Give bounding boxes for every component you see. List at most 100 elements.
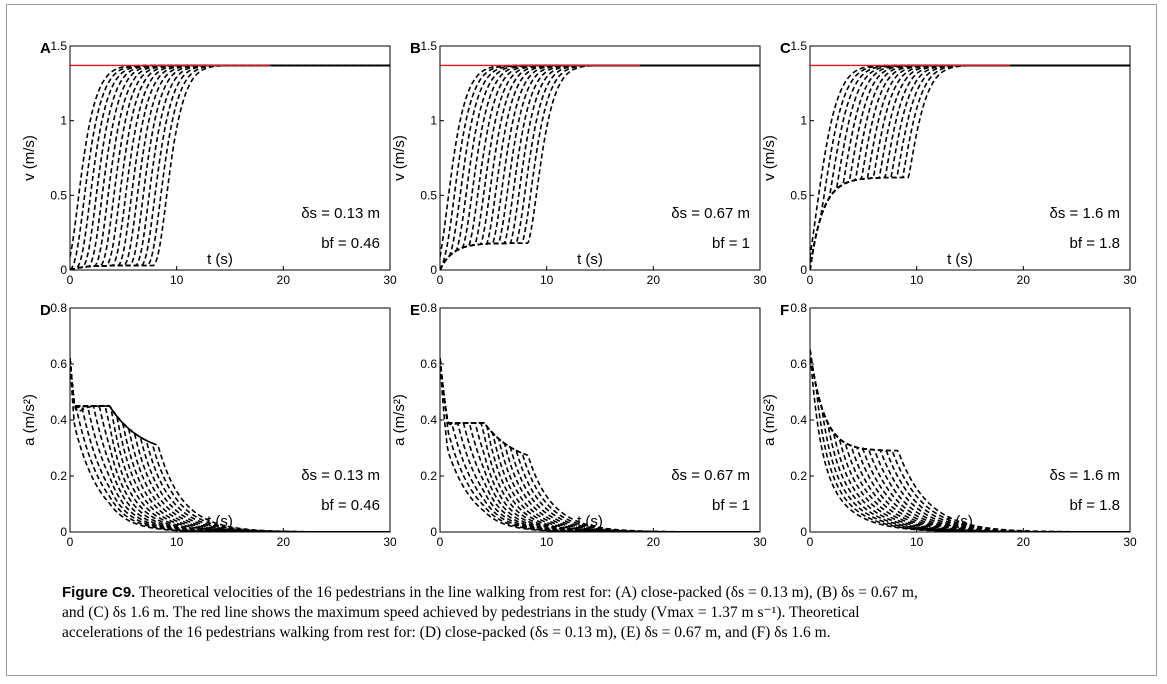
x-tick-label: 30 [383, 535, 397, 549]
axes-box [439, 45, 761, 271]
x-tick-label: 0 [807, 273, 814, 287]
x-tick-label: 0 [67, 273, 74, 287]
y-tick-label: 0.5 [420, 188, 437, 202]
y-axis-label: a (m/s²) [761, 394, 778, 446]
x-tick-label: 20 [277, 535, 291, 549]
panel-letter: E [410, 302, 420, 319]
y-tick-label: 1 [60, 114, 67, 128]
annotation-delta: δs = 0.67 m [671, 467, 750, 484]
y-tick-label: 0 [430, 263, 437, 277]
y-tick-label: 1 [430, 114, 437, 128]
axes-box [69, 45, 391, 271]
annotation-delta: δs = 0.67 m [671, 205, 750, 222]
annotation-b: bf = 1.8 [1070, 497, 1120, 514]
caption-line-3: accelerations of the 16 pedestrians walk… [62, 624, 831, 641]
annotation-delta: δs = 0.13 m [301, 467, 380, 484]
series-line [440, 64, 760, 270]
x-tick-label: 20 [1017, 273, 1031, 287]
annotation-b: bf = 0.46 [321, 235, 380, 252]
y-tick-label: 1.5 [420, 39, 437, 53]
series-group [440, 64, 760, 270]
x-tick-label: 20 [647, 535, 661, 549]
annotation-b: bf = 1 [712, 497, 750, 514]
x-tick-label: 10 [540, 535, 554, 549]
x-axis-label: t (s) [947, 513, 973, 530]
figure-caption: Figure C9. Theoretical velocities of the… [62, 583, 1142, 643]
x-tick-label: 30 [383, 273, 397, 287]
y-tick-label: 0.2 [420, 469, 437, 483]
panel-C: 0 10 20 30 0 0.5 1 1.5Ct (s) v (m/s) δs = 1.6 m bf… [761, 39, 1137, 287]
y-tick-label: 0 [430, 525, 437, 539]
y-axis-label: v (m/s) [761, 135, 778, 181]
annotation-b: bf = 0.46 [321, 497, 380, 514]
y-tick-label: 0.4 [420, 413, 437, 427]
series-line [440, 358, 760, 532]
x-tick-label: 10 [910, 535, 924, 549]
x-axis-label: t (s) [577, 513, 603, 530]
y-tick-label: 0.8 [50, 301, 67, 315]
figure-frame [6, 4, 1157, 676]
x-axis-label: t (s) [577, 251, 603, 268]
y-tick-label: 0.8 [420, 301, 437, 315]
x-tick-label: 10 [540, 273, 554, 287]
y-tick-label: 0.6 [420, 357, 437, 371]
annotation-delta: δs = 0.13 m [301, 205, 380, 222]
x-tick-label: 0 [807, 535, 814, 549]
y-tick-label: 0.6 [790, 357, 807, 371]
x-tick-label: 0 [437, 273, 444, 287]
panel-letter: C [780, 40, 791, 57]
y-axis-label: a (m/s²) [21, 394, 38, 446]
y-tick-label: 0.2 [790, 469, 807, 483]
caption-line-1: Theoretical velocities of the 16 pedestr… [138, 584, 918, 601]
x-tick-label: 30 [1123, 535, 1137, 549]
x-tick-label: 30 [753, 535, 767, 549]
annotation-delta: δs = 1.6 m [1050, 205, 1120, 222]
y-axis-label: a (m/s²) [391, 394, 408, 446]
axes-box [809, 45, 1131, 271]
caption-line-2: and (C) δs 1.6 m. The red line shows the… [62, 604, 860, 621]
x-tick-label: 30 [1123, 273, 1137, 287]
y-tick-label: 0 [60, 263, 67, 277]
y-tick-label: 0.4 [50, 413, 67, 427]
y-tick-label: 0 [800, 263, 807, 277]
y-tick-label: 0 [800, 525, 807, 539]
y-tick-label: 0.8 [790, 301, 807, 315]
series-group [70, 64, 390, 270]
panel-E: 0 10 20 30 0 0.2 0.4 0.6 0.8Et (s) a (m/s²) δs = 0… [391, 301, 767, 549]
caption-label: Figure C9. [62, 584, 136, 601]
y-tick-label: 0.5 [50, 188, 67, 202]
annotation-delta: δs = 1.6 m [1050, 467, 1120, 484]
y-tick-label: 0 [60, 525, 67, 539]
panel-D: 0 10 20 30 0 0.2 0.4 0.6 0.8Dt (s) a (m/s²) δs = 0… [21, 301, 397, 549]
y-axis-label: v (m/s) [21, 135, 38, 181]
x-tick-label: 0 [437, 535, 444, 549]
y-tick-label: 0.5 [790, 188, 807, 202]
y-tick-label: 1.5 [50, 39, 67, 53]
y-axis-label: v (m/s) [391, 135, 408, 181]
y-tick-label: 1.5 [790, 39, 807, 53]
series-line [810, 64, 1130, 259]
panel-letter: A [40, 40, 51, 57]
x-tick-label: 10 [170, 535, 184, 549]
x-tick-label: 10 [170, 273, 184, 287]
annotation-b: bf = 1 [712, 235, 750, 252]
panel-A: 0 10 20 30 0 0.5 1 1.5At (s) v (m/s) δs = 0.13 m b… [21, 39, 397, 287]
x-tick-label: 20 [1017, 535, 1031, 549]
series-line [440, 64, 760, 270]
panel-B: 0 10 20 30 0 0.5 1 1.5Bt (s) v (m/s) δs = 0.67 m b… [391, 39, 767, 287]
y-tick-label: 0.2 [50, 469, 67, 483]
panel-letter: F [780, 302, 789, 319]
x-tick-label: 30 [753, 273, 767, 287]
y-tick-label: 1 [800, 114, 807, 128]
series-group [810, 64, 1130, 270]
x-axis-label: t (s) [207, 251, 233, 268]
x-tick-label: 20 [277, 273, 291, 287]
panel-F: 0 10 20 30 0 0.2 0.4 0.6 0.8Ft (s) a (m/s²) δs = 1… [761, 301, 1137, 549]
x-axis-label: t (s) [207, 513, 233, 530]
series-line [70, 358, 390, 532]
panel-letter: B [410, 40, 421, 57]
x-tick-label: 20 [647, 273, 661, 287]
x-tick-label: 0 [67, 535, 74, 549]
y-tick-label: 0.6 [50, 357, 67, 371]
